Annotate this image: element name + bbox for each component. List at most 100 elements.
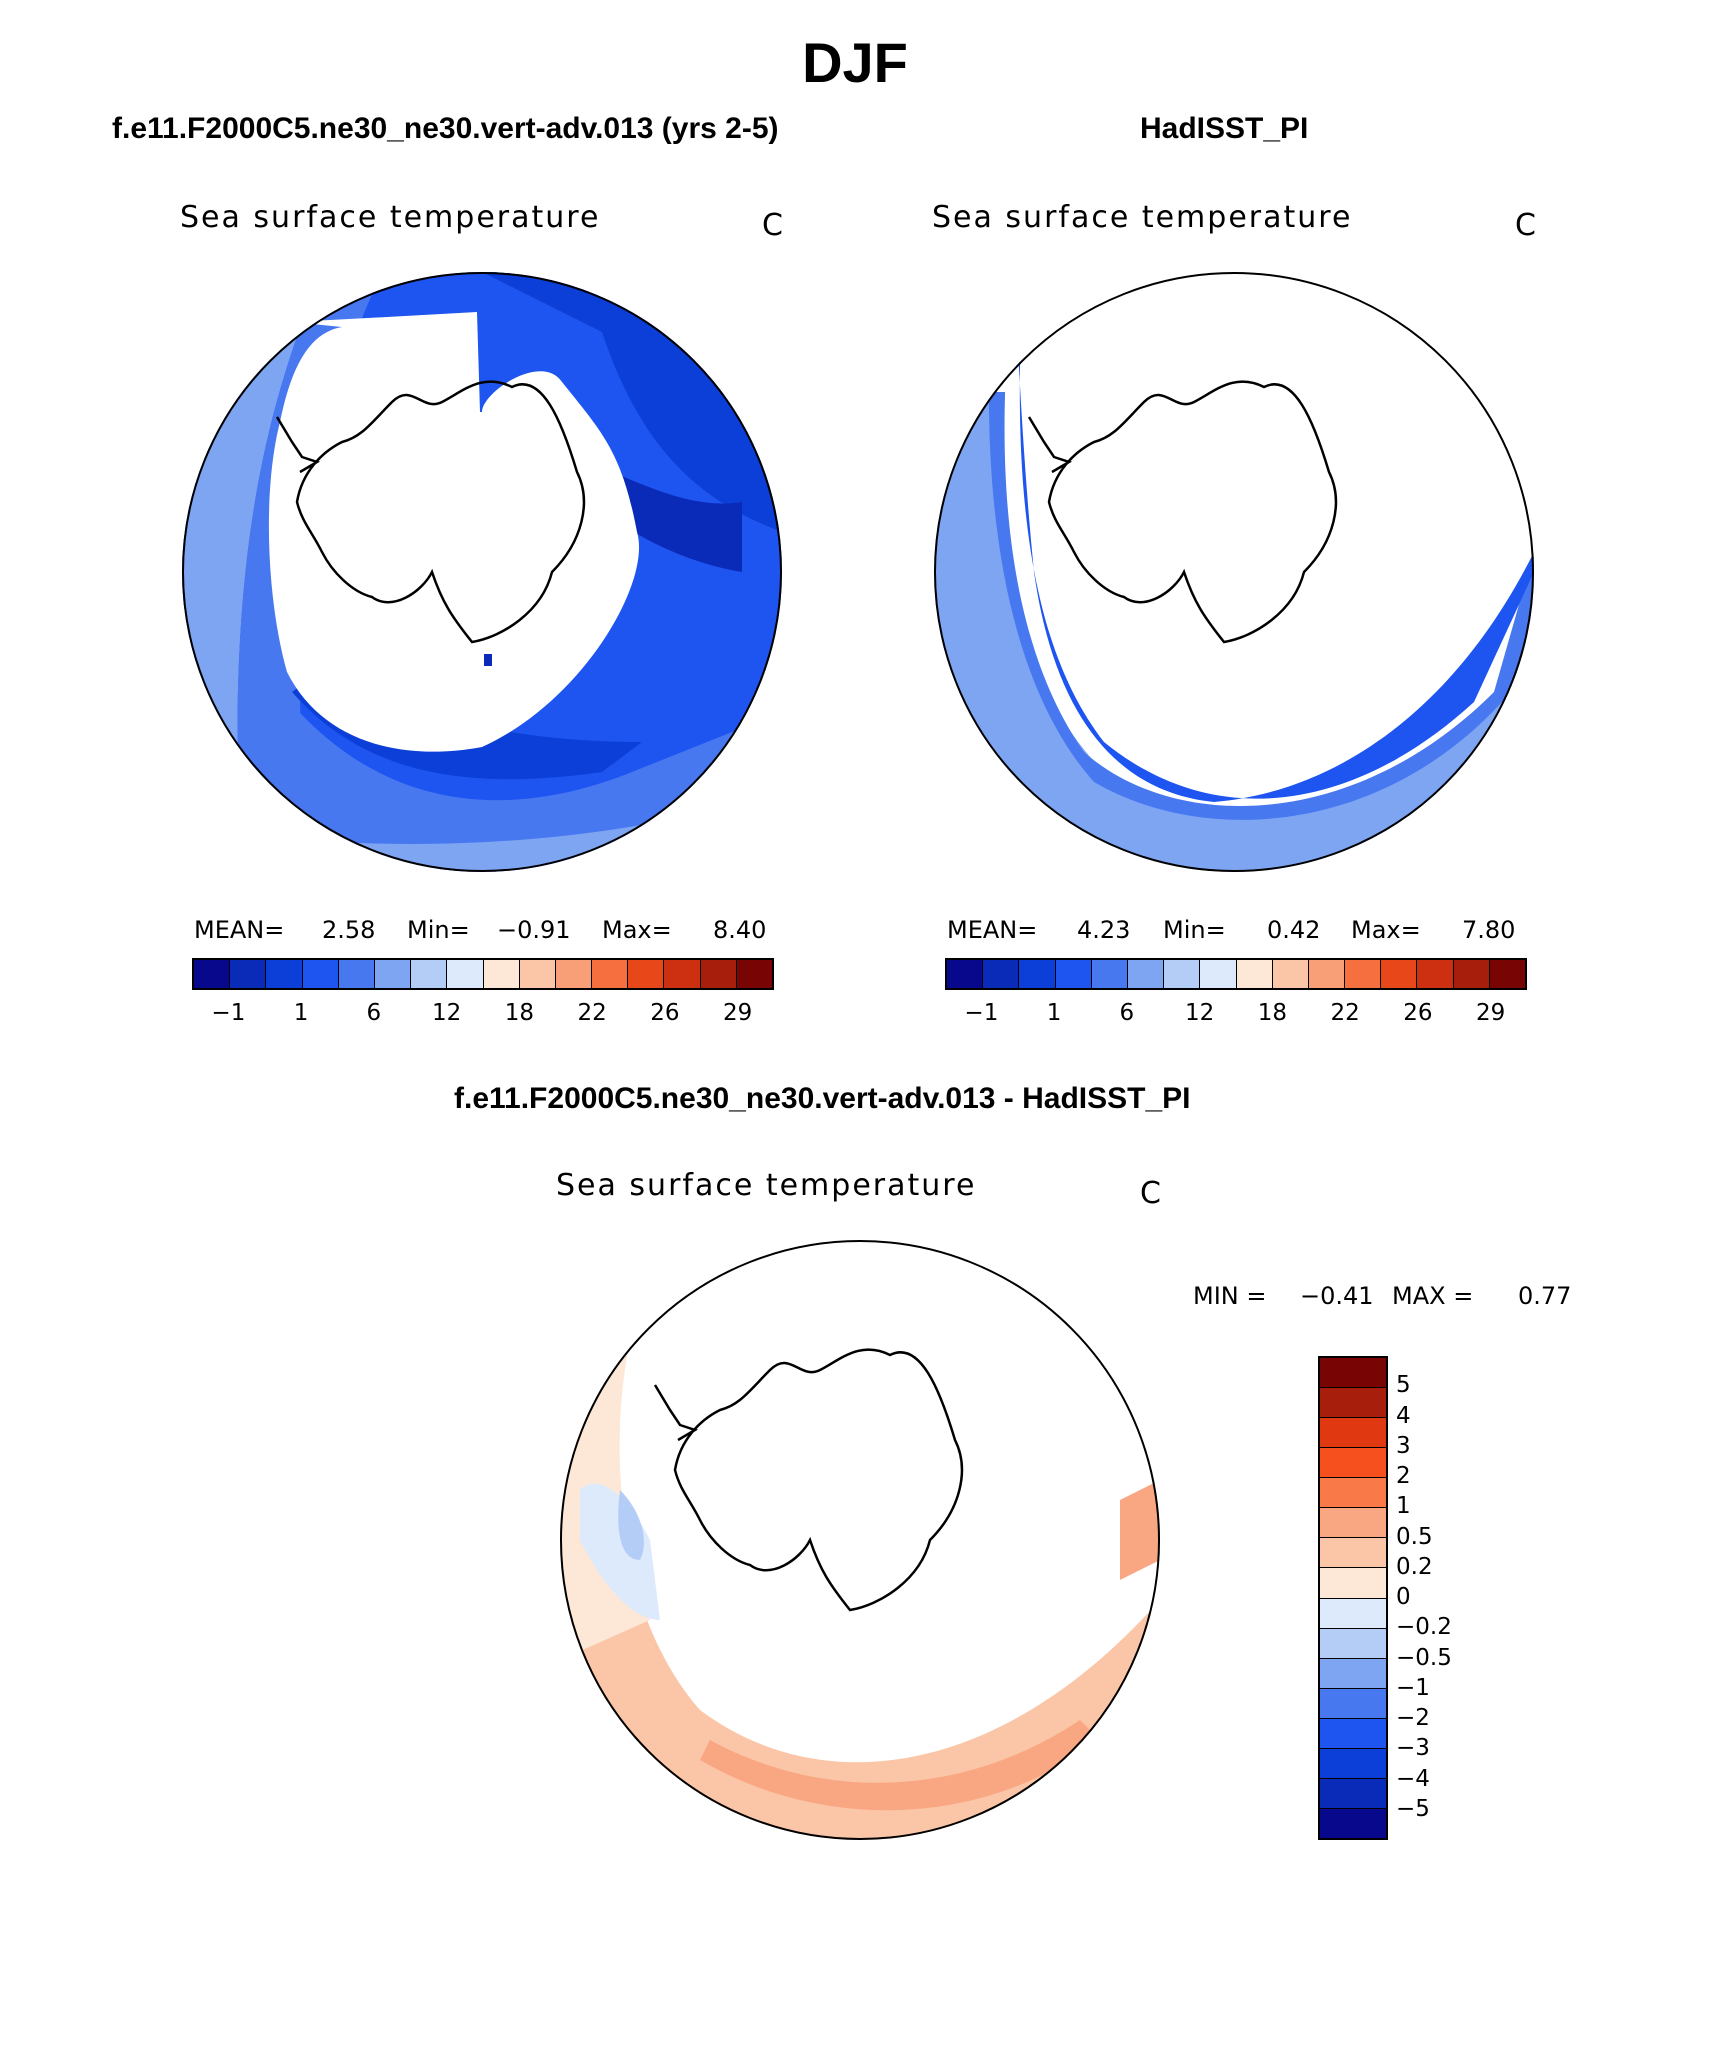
left-colorbar-swatch (555, 960, 593, 988)
left-colorbar-tick: 1 (293, 1000, 309, 1026)
diff-colorbar-tick: −2 (1396, 1705, 1430, 1731)
diff-colorbar-swatch (1320, 1418, 1386, 1449)
right-colorbar-swatch (1200, 960, 1237, 988)
diff-colorbar-tick: −1 (1396, 1674, 1430, 1701)
left-colorbar-swatch (338, 960, 375, 988)
right-colorbar-swatch (1127, 960, 1165, 988)
right-colorbar-tick: 29 (1475, 1000, 1506, 1026)
diff-colorbar-swatch (1320, 1718, 1386, 1749)
left-colorbar-swatch (736, 960, 772, 988)
diff-polar-map (560, 1240, 1160, 1840)
left-colorbar-tick: 18 (504, 1000, 535, 1026)
diff-colorbar-tick: −4 (1396, 1765, 1430, 1792)
diff-max-value: 0.77 (1518, 1282, 1572, 1310)
diff-colorbar-swatch (1320, 1388, 1386, 1419)
left-panel-title: f.e11.F2000C5.ne30_ne30.vert-adv.013 (yr… (112, 112, 779, 145)
diff-colorbar-swatch (1320, 1628, 1386, 1659)
right-colorbar-swatch (1417, 960, 1454, 988)
diff-min-value: −0.41 (1300, 1282, 1374, 1310)
left-colorbar-tick: 29 (722, 1000, 753, 1026)
diff-colorbar-swatch (1320, 1508, 1386, 1539)
diff-colorbar-tick: 5 (1396, 1372, 1411, 1399)
left-colorbar-swatch (519, 960, 556, 988)
diff-colorbar-tick: −3 (1396, 1735, 1430, 1762)
left-polar-map (182, 272, 782, 872)
right-colorbar (945, 958, 1527, 990)
right-max-value: 7.80 (1462, 916, 1516, 944)
season-title: DJF (802, 31, 908, 94)
right-colorbar-swatch (983, 960, 1020, 988)
right-min-label: Min= (1163, 916, 1226, 944)
diff-colorbar-tick: 0 (1396, 1584, 1411, 1610)
right-colorbar-swatch (1236, 960, 1273, 988)
right-panel-title: HadISST_PI (1140, 112, 1309, 145)
right-colorbar-swatch (1453, 960, 1490, 988)
diff-colorbar-swatch (1320, 1808, 1386, 1838)
right-colorbar-swatch (1091, 960, 1128, 988)
right-polar-map (934, 272, 1534, 872)
diff-colorbar (1318, 1356, 1388, 1840)
diff-colorbar-tick: 0.5 (1396, 1523, 1433, 1550)
right-colorbar-swatch (947, 960, 984, 988)
left-subtitle: Sea surface temperature (180, 200, 601, 235)
left-colorbar-swatch (483, 960, 520, 988)
right-colorbar-tick: 22 (1330, 1000, 1360, 1026)
left-mean-value: 2.58 (322, 916, 376, 944)
diff-colorbar-tick: 0.2 (1396, 1553, 1433, 1580)
diff-colorbar-tick: −0.2 (1396, 1614, 1452, 1641)
diff-colorbar-tick: 2 (1396, 1463, 1411, 1489)
diff-colorbar-swatch (1320, 1538, 1386, 1569)
left-colorbar (192, 958, 774, 990)
right-colorbar-tick: −1 (964, 1000, 999, 1026)
left-colorbar-tick: 22 (577, 1000, 607, 1026)
left-units: C (762, 208, 783, 243)
right-colorbar-swatch (1381, 960, 1418, 988)
left-colorbar-swatch (302, 960, 339, 988)
left-mean-label: MEAN= (194, 916, 285, 944)
left-min-label: Min= (407, 916, 470, 944)
right-colorbar-ticks: −1 1 6 12 18 22 26 29 (945, 1000, 1527, 1030)
diff-colorbar-tick: 3 (1396, 1432, 1411, 1459)
left-min-value: −0.91 (497, 916, 571, 944)
right-colorbar-swatch (1272, 960, 1309, 988)
left-colorbar-ticks: −1 1 6 12 18 22 26 29 (192, 1000, 774, 1030)
diff-max-label: MAX = (1392, 1282, 1474, 1310)
diff-colorbar-swatch (1320, 1568, 1386, 1599)
left-max-label: Max= (602, 916, 672, 944)
right-colorbar-swatch (1489, 960, 1525, 988)
left-colorbar-tick: 12 (431, 1000, 462, 1026)
diff-min-label: MIN = (1193, 1282, 1267, 1310)
right-colorbar-swatch (1308, 960, 1346, 988)
diff-colorbar-tick: 1 (1396, 1493, 1411, 1520)
left-colorbar-swatch (592, 960, 629, 988)
left-colorbar-tick: −1 (211, 1000, 246, 1026)
right-subtitle: Sea surface temperature (932, 200, 1353, 235)
diff-subtitle: Sea surface temperature (556, 1168, 977, 1203)
right-units: C (1515, 208, 1536, 243)
right-mean-value: 4.23 (1077, 916, 1131, 944)
diff-colorbar-swatch (1320, 1448, 1386, 1479)
diff-colorbar-ticks: 5 4 3 2 1 0.5 0.2 0 −0.2 −0.5 −1 −2 −3 −4 −5 (1396, 1356, 1486, 1840)
left-colorbar-swatch (700, 960, 737, 988)
diff-colorbar-swatch (1320, 1598, 1386, 1629)
diff-colorbar-swatch (1320, 1658, 1386, 1689)
left-max-value: 8.40 (713, 916, 767, 944)
diff-colorbar-tick: 4 (1396, 1402, 1411, 1429)
right-colorbar-tick: 18 (1257, 1000, 1288, 1026)
right-colorbar-tick: 6 (1119, 1000, 1135, 1026)
right-colorbar-swatch (1164, 960, 1201, 988)
left-colorbar-swatch (664, 960, 701, 988)
right-mean-label: MEAN= (947, 916, 1038, 944)
diff-units: C (1140, 1176, 1161, 1211)
right-max-label: Max= (1351, 916, 1421, 944)
right-min-value: 0.42 (1267, 916, 1321, 944)
diff-colorbar-swatch (1320, 1778, 1386, 1809)
diff-colorbar-swatch (1320, 1688, 1386, 1719)
diff-colorbar-tick: −5 (1396, 1795, 1430, 1822)
right-colorbar-swatch (1345, 960, 1382, 988)
left-colorbar-swatch (266, 960, 303, 988)
left-colorbar-swatch (447, 960, 484, 988)
left-colorbar-tick: 6 (366, 1000, 382, 1026)
left-colorbar-tick: 26 (650, 1000, 680, 1026)
left-colorbar-swatch (194, 960, 231, 988)
